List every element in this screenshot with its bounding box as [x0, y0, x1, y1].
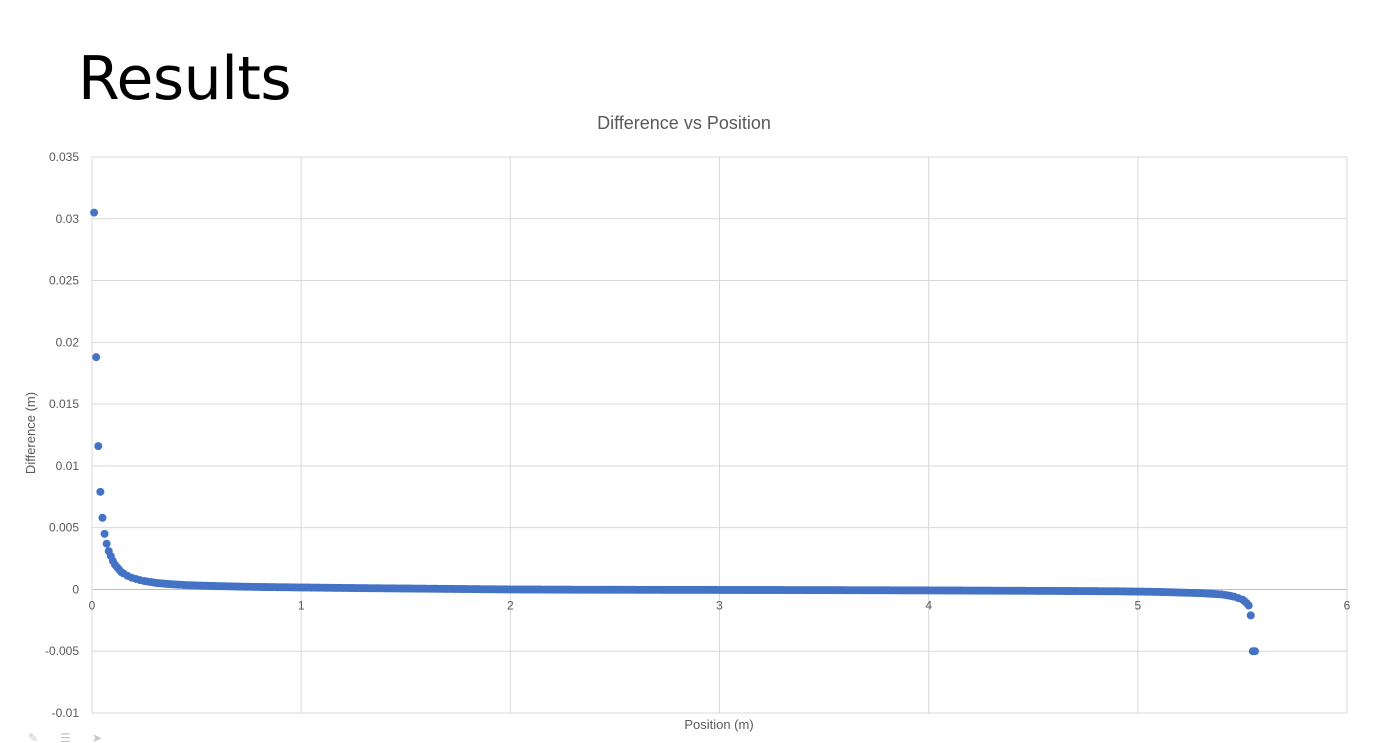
y-tick-label: -0.005: [45, 644, 79, 658]
x-axis-ticks: 0 1 2 3 4 5 6: [89, 598, 1351, 612]
y-tick-label: 0.02: [56, 335, 80, 349]
y-tick-label: -0.01: [52, 706, 80, 720]
data-point: [1246, 611, 1255, 620]
menu-icon[interactable]: ☰: [60, 731, 71, 743]
x-tick-label: 5: [1134, 598, 1141, 612]
y-tick-label: 0.035: [49, 150, 79, 164]
x-tick-label: 6: [1344, 598, 1351, 612]
x-axis-label: Position (m): [684, 717, 753, 732]
data-point: [92, 353, 101, 362]
pointer-icon[interactable]: ➤: [92, 731, 103, 743]
x-tick-label: 1: [298, 598, 305, 612]
y-tick-label: 0.03: [56, 212, 80, 226]
y-axis-label: Difference (m): [23, 392, 38, 474]
data-point: [94, 442, 103, 451]
data-point: [1244, 601, 1253, 610]
grid-lines: [91, 156, 1348, 714]
slide-controls[interactable]: ✎ ☰ ➤: [28, 731, 110, 743]
x-tick-label: 2: [507, 598, 514, 612]
data-point: [102, 539, 111, 548]
x-tick-label: 0: [89, 598, 96, 612]
y-tick-label: 0.005: [49, 521, 79, 535]
x-tick-label: 3: [716, 598, 723, 612]
y-tick-label: 0.015: [49, 397, 79, 411]
y-tick-label: 0: [72, 582, 79, 596]
data-point: [100, 529, 109, 538]
data-point: [96, 487, 105, 496]
data-point: [90, 208, 99, 217]
y-axis-ticks: -0.01 -0.005 0 0.005 0.01 0.015 0.02 0.025 0.03 0…: [45, 150, 79, 720]
data-point: [1250, 647, 1259, 656]
x-tick-label: 4: [925, 598, 932, 612]
chart-title: Difference vs Position: [597, 113, 771, 133]
data-point: [98, 513, 107, 522]
y-tick-label: 0.01: [56, 459, 80, 473]
y-tick-label: 0.025: [49, 274, 79, 288]
data-points: [90, 208, 1259, 656]
slide-title: Results: [78, 44, 292, 114]
pen-icon[interactable]: ✎: [28, 731, 39, 743]
